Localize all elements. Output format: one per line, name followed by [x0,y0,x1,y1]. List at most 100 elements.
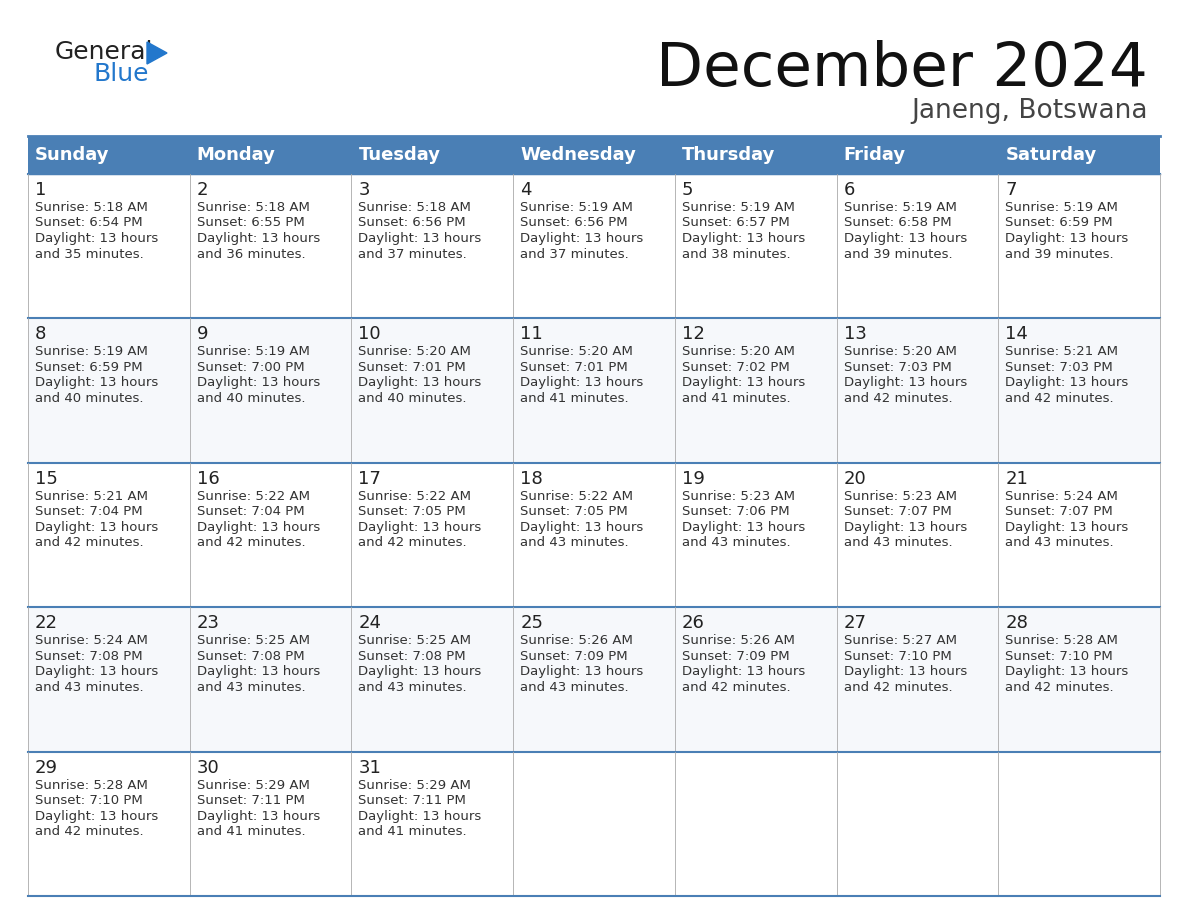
Bar [836,319,998,463]
Text: Sunset: 7:07 PM: Sunset: 7:07 PM [1005,505,1113,519]
Text: 18: 18 [520,470,543,487]
Bar [29,319,190,463]
Text: Daylight: 13 hours: Daylight: 13 hours [34,376,158,389]
Text: and 43 minutes.: and 43 minutes. [1005,536,1114,549]
Text: 4: 4 [520,181,532,199]
Text: Daylight: 13 hours: Daylight: 13 hours [520,232,644,245]
Text: and 38 minutes.: and 38 minutes. [682,248,790,261]
Text: Daylight: 13 hours: Daylight: 13 hours [359,232,481,245]
Text: Daylight: 13 hours: Daylight: 13 hours [34,810,158,823]
Text: Sunrise: 5:19 AM: Sunrise: 5:19 AM [34,345,147,358]
Text: Sunrise: 5:20 AM: Sunrise: 5:20 AM [843,345,956,358]
Text: Sunrise: 5:20 AM: Sunrise: 5:20 AM [359,345,472,358]
Text: 23: 23 [197,614,220,633]
Text: Sunset: 6:56 PM: Sunset: 6:56 PM [520,217,627,230]
Text: Sunset: 7:05 PM: Sunset: 7:05 PM [520,505,628,519]
Text: 19: 19 [682,470,704,487]
Bar [836,607,998,752]
Text: and 39 minutes.: and 39 minutes. [1005,248,1114,261]
Text: Daylight: 13 hours: Daylight: 13 hours [359,666,481,678]
Text: 22: 22 [34,614,58,633]
Text: Daylight: 13 hours: Daylight: 13 hours [197,521,320,533]
Text: 9: 9 [197,325,208,343]
Text: Daylight: 13 hours: Daylight: 13 hours [197,666,320,678]
Text: 31: 31 [359,758,381,777]
Text: Daylight: 13 hours: Daylight: 13 hours [1005,232,1129,245]
Text: and 37 minutes.: and 37 minutes. [359,248,467,261]
Text: and 42 minutes.: and 42 minutes. [359,536,467,549]
Text: Daylight: 13 hours: Daylight: 13 hours [843,232,967,245]
Text: 3: 3 [359,181,369,199]
Text: Sunrise: 5:21 AM: Sunrise: 5:21 AM [1005,345,1118,358]
Text: Sunset: 7:08 PM: Sunset: 7:08 PM [197,650,304,663]
Text: Daylight: 13 hours: Daylight: 13 hours [1005,376,1129,389]
Text: and 42 minutes.: and 42 minutes. [1005,392,1114,405]
Bar [190,607,352,752]
Text: and 43 minutes.: and 43 minutes. [520,536,628,549]
Text: Daylight: 13 hours: Daylight: 13 hours [34,666,158,678]
Text: and 43 minutes.: and 43 minutes. [520,681,628,694]
Text: and 41 minutes.: and 41 minutes. [520,392,628,405]
Bar [190,174,352,319]
Text: December 2024: December 2024 [656,40,1148,99]
Bar [352,607,513,752]
Text: and 39 minutes.: and 39 minutes. [843,248,953,261]
Text: Sunrise: 5:26 AM: Sunrise: 5:26 AM [520,634,633,647]
Text: and 43 minutes.: and 43 minutes. [682,536,790,549]
Text: Daylight: 13 hours: Daylight: 13 hours [682,232,805,245]
Text: Sunrise: 5:25 AM: Sunrise: 5:25 AM [359,634,472,647]
Text: Daylight: 13 hours: Daylight: 13 hours [1005,521,1129,533]
Bar [998,607,1159,752]
Bar [513,319,675,463]
Text: Sunrise: 5:24 AM: Sunrise: 5:24 AM [1005,490,1118,503]
Text: and 41 minutes.: and 41 minutes. [197,825,305,838]
Bar [675,463,836,607]
Text: Sunset: 7:10 PM: Sunset: 7:10 PM [843,650,952,663]
Text: Sunset: 7:01 PM: Sunset: 7:01 PM [520,361,628,374]
Text: Daylight: 13 hours: Daylight: 13 hours [520,376,644,389]
Text: 7: 7 [1005,181,1017,199]
Text: Sunset: 7:11 PM: Sunset: 7:11 PM [197,794,304,807]
Text: Sunset: 6:57 PM: Sunset: 6:57 PM [682,217,790,230]
Bar [513,463,675,607]
Bar [836,174,998,319]
Bar [998,174,1159,319]
Text: Sunrise: 5:23 AM: Sunrise: 5:23 AM [843,490,956,503]
Text: and 42 minutes.: and 42 minutes. [34,825,144,838]
Text: and 35 minutes.: and 35 minutes. [34,248,144,261]
Text: Sunset: 7:04 PM: Sunset: 7:04 PM [34,505,143,519]
Text: and 40 minutes.: and 40 minutes. [359,392,467,405]
Text: Daylight: 13 hours: Daylight: 13 hours [34,521,158,533]
Text: Daylight: 13 hours: Daylight: 13 hours [843,666,967,678]
Text: Sunrise: 5:27 AM: Sunrise: 5:27 AM [843,634,956,647]
Text: Sunset: 6:59 PM: Sunset: 6:59 PM [1005,217,1113,230]
Text: and 42 minutes.: and 42 minutes. [197,536,305,549]
Text: and 42 minutes.: and 42 minutes. [682,681,790,694]
Text: 6: 6 [843,181,855,199]
Polygon shape [147,42,168,64]
Text: Sunrise: 5:19 AM: Sunrise: 5:19 AM [682,201,795,214]
Text: Sunset: 7:04 PM: Sunset: 7:04 PM [197,505,304,519]
Text: Sunset: 7:01 PM: Sunset: 7:01 PM [359,361,466,374]
Text: Sunrise: 5:22 AM: Sunrise: 5:22 AM [520,490,633,503]
Bar [190,136,352,174]
Text: Sunrise: 5:18 AM: Sunrise: 5:18 AM [197,201,310,214]
Text: 12: 12 [682,325,704,343]
Bar [352,752,513,896]
Text: and 42 minutes.: and 42 minutes. [1005,681,1114,694]
Text: Sunset: 6:59 PM: Sunset: 6:59 PM [34,361,143,374]
Text: Sunset: 7:06 PM: Sunset: 7:06 PM [682,505,790,519]
Bar [352,319,513,463]
Text: 10: 10 [359,325,381,343]
Text: and 41 minutes.: and 41 minutes. [359,825,467,838]
Text: Sunset: 6:54 PM: Sunset: 6:54 PM [34,217,143,230]
Text: Sunrise: 5:29 AM: Sunrise: 5:29 AM [359,778,472,791]
Text: Daylight: 13 hours: Daylight: 13 hours [682,376,805,389]
Text: Sunset: 6:55 PM: Sunset: 6:55 PM [197,217,304,230]
Text: Daylight: 13 hours: Daylight: 13 hours [34,232,158,245]
Text: Daylight: 13 hours: Daylight: 13 hours [359,521,481,533]
Text: Sunset: 7:08 PM: Sunset: 7:08 PM [359,650,466,663]
Text: and 40 minutes.: and 40 minutes. [34,392,144,405]
Bar [513,607,675,752]
Bar [29,463,190,607]
